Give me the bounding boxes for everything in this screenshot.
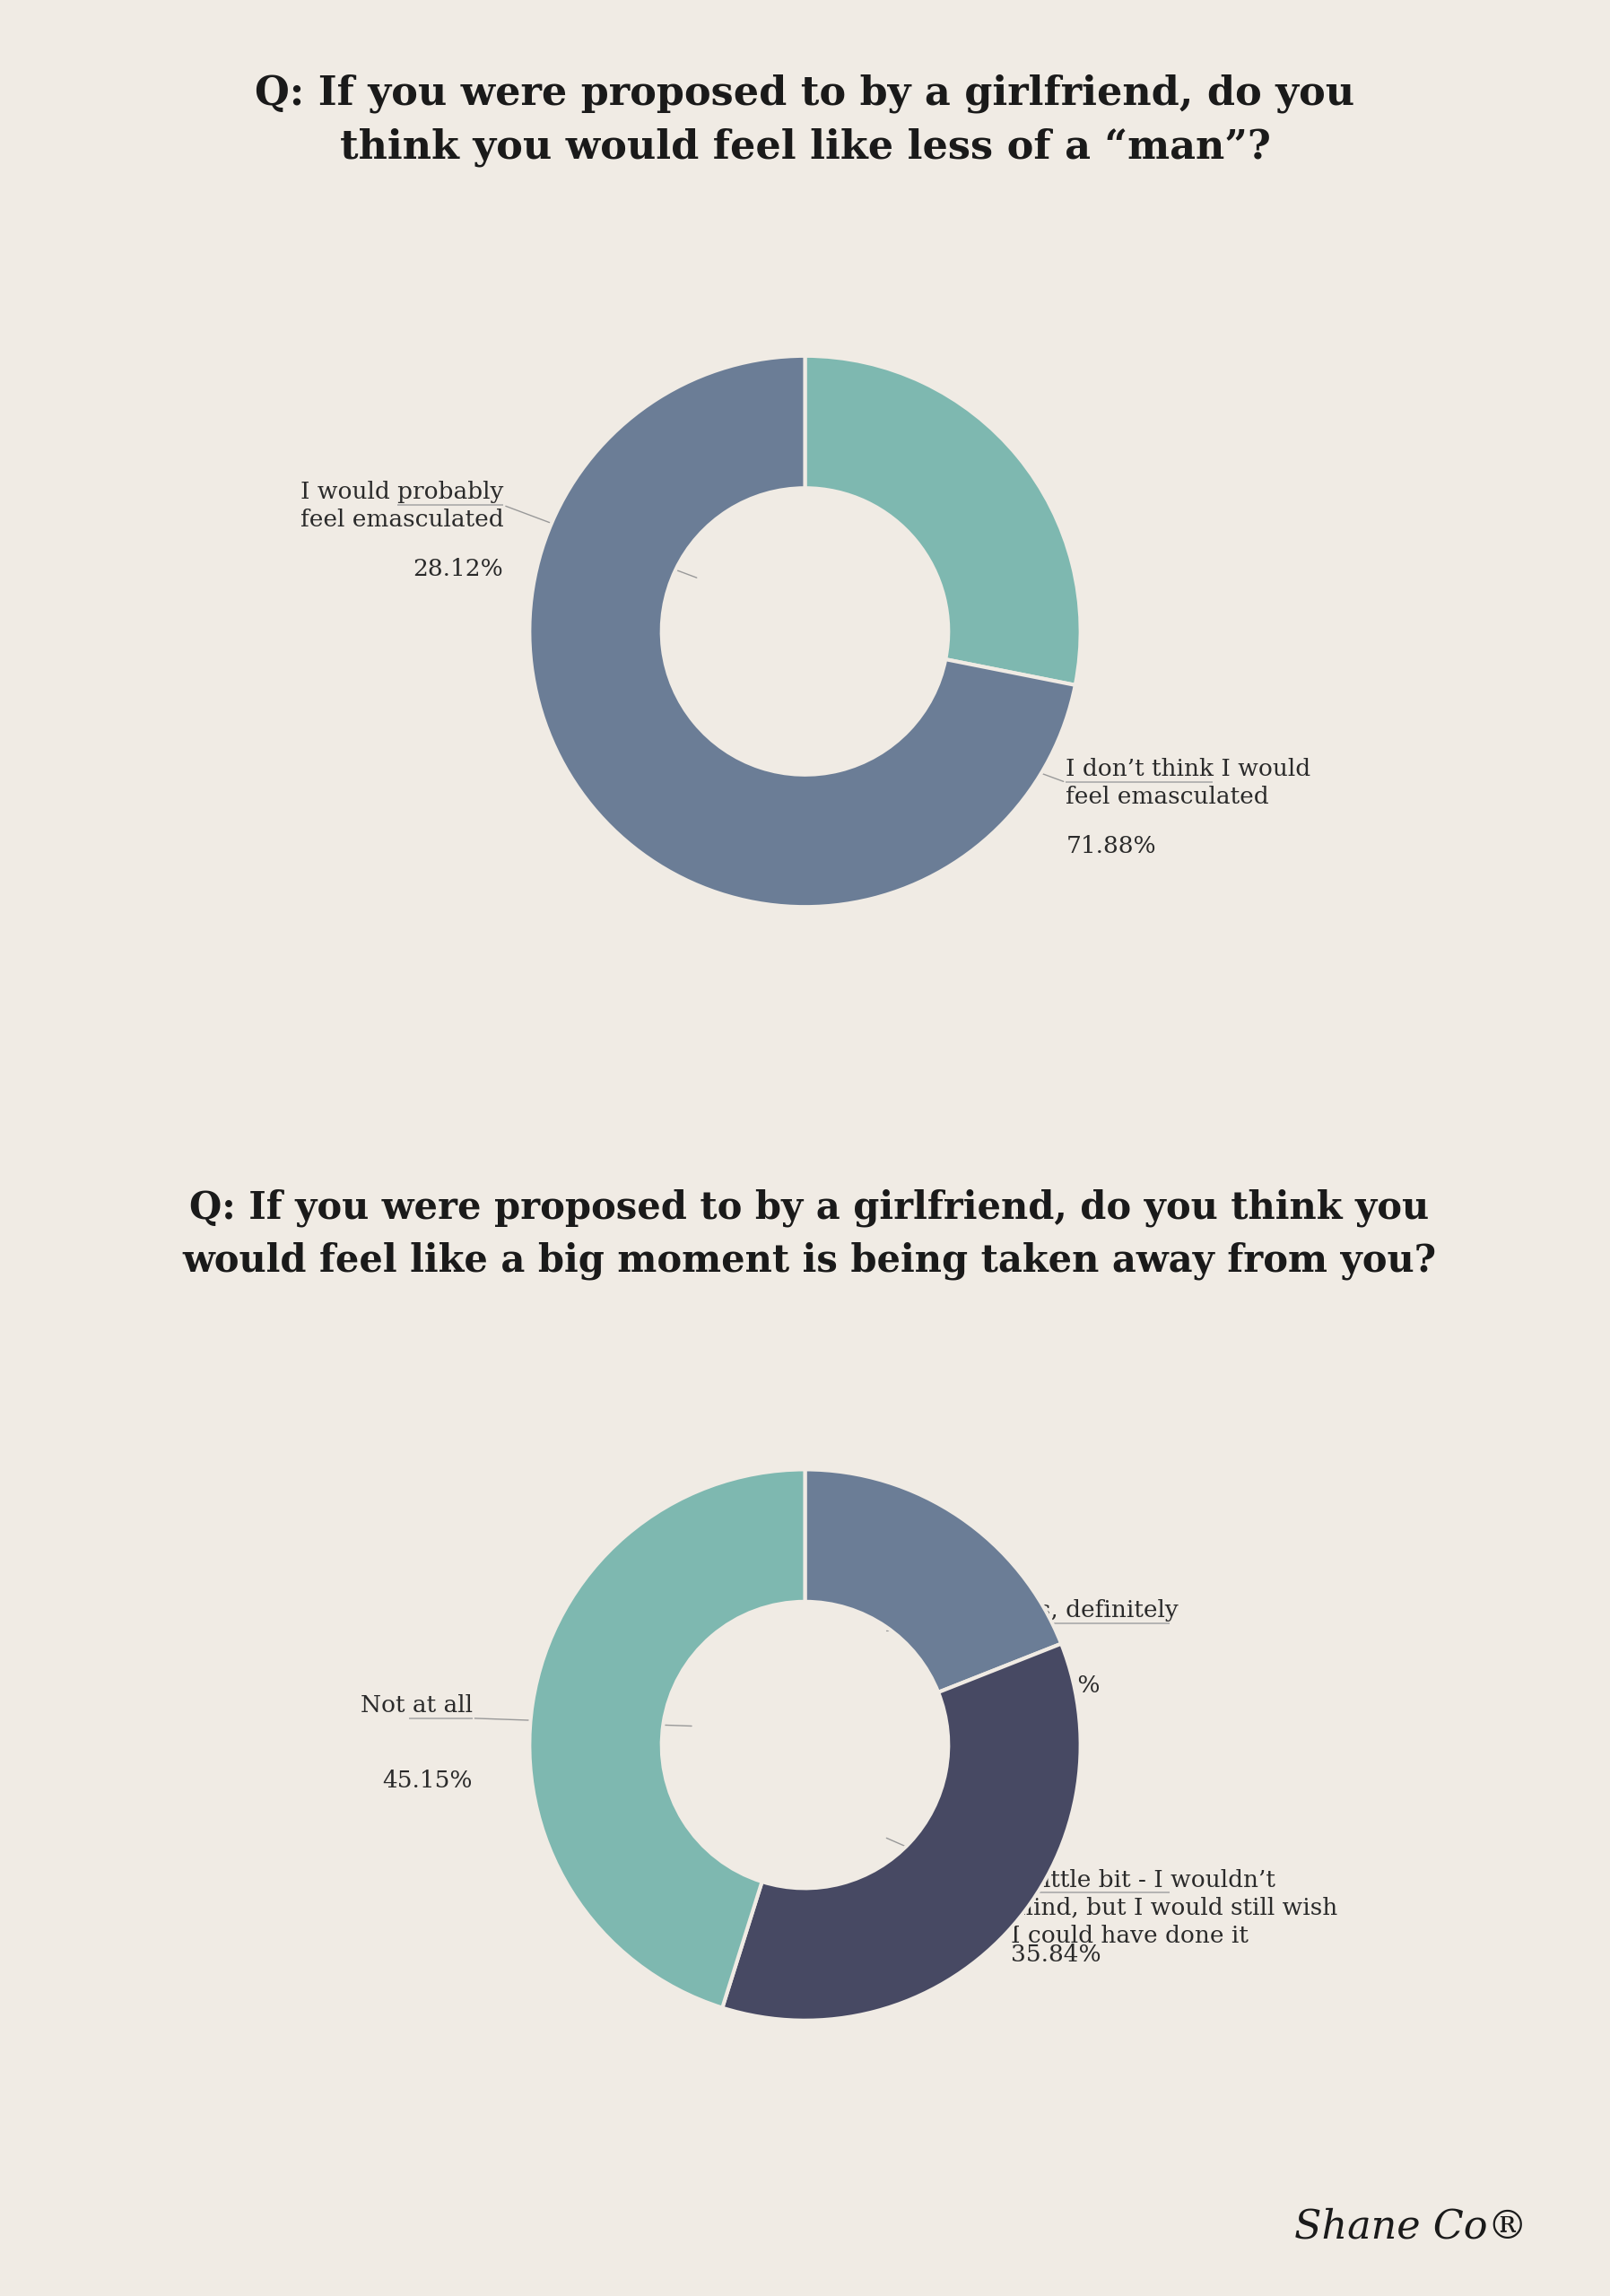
Text: I would probably
feel emasculated: I would probably feel emasculated	[299, 480, 504, 530]
Text: Yes, definitely: Yes, definitely	[1011, 1600, 1179, 1621]
Text: 45.15%: 45.15%	[382, 1770, 472, 1793]
Text: Shane Co®: Shane Co®	[1294, 2209, 1528, 2245]
Wedge shape	[723, 1644, 1080, 2020]
Text: 71.88%: 71.88%	[1066, 836, 1156, 859]
Wedge shape	[530, 1469, 805, 2007]
Wedge shape	[805, 356, 1080, 684]
Text: A little bit - I wouldn’t
mind, but I would still wish
I could have done it: A little bit - I wouldn’t mind, but I wo…	[1011, 1869, 1338, 1947]
Text: 35.84%: 35.84%	[1011, 1945, 1101, 1965]
Text: 19.01%: 19.01%	[1011, 1674, 1101, 1697]
Text: Q: If you were proposed to by a girlfriend, do you
think you would feel like les: Q: If you were proposed to by a girlfrie…	[254, 73, 1356, 168]
Wedge shape	[805, 1469, 1061, 1692]
Text: Not at all: Not at all	[361, 1694, 472, 1717]
Text: 28.12%: 28.12%	[414, 558, 504, 581]
Text: Q: If you were proposed to by a girlfriend, do you think you
would feel like a b: Q: If you were proposed to by a girlfrie…	[182, 1189, 1436, 1279]
Text: I don’t think I would
feel emasculated: I don’t think I would feel emasculated	[1066, 758, 1311, 808]
Wedge shape	[530, 356, 1075, 907]
